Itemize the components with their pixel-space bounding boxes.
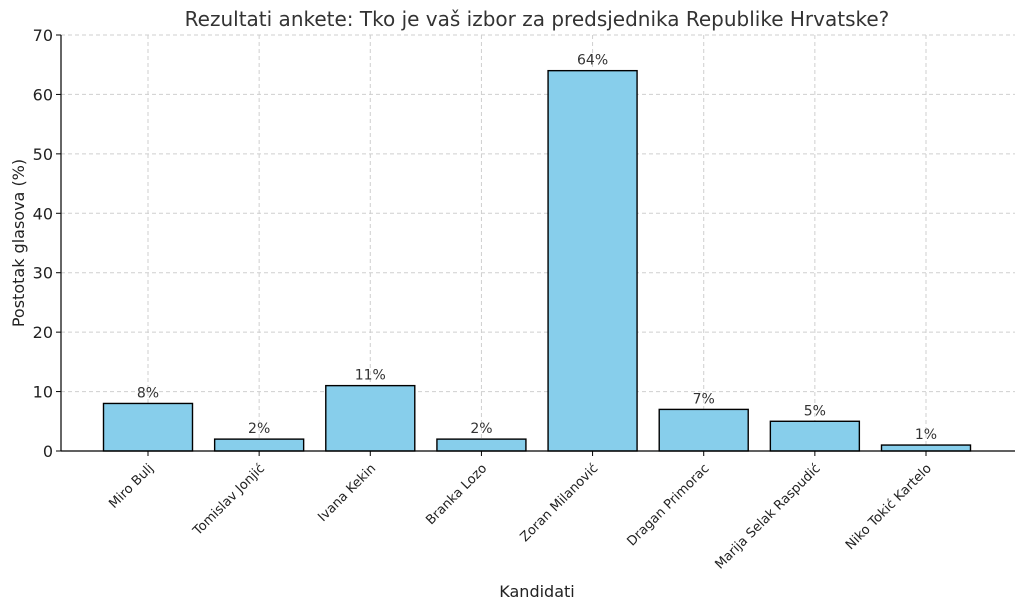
bar-data-label: 11% — [355, 368, 386, 384]
bar — [547, 69, 638, 452]
bar-data-label: 2% — [470, 421, 492, 437]
x-category-label: Branka Lozo — [423, 461, 490, 528]
bar-data-label: 64% — [577, 53, 608, 69]
y-tick-label: 50 — [33, 145, 53, 164]
x-category-label: Dragan Primorac — [624, 461, 712, 549]
y-tick-label: 0 — [43, 442, 53, 461]
bar-data-label: 8% — [137, 385, 159, 401]
y-tick-label: 40 — [33, 204, 53, 223]
x-category-label: Miro Bulj — [106, 461, 156, 511]
bar-data-label: 5% — [804, 403, 826, 419]
bar-data-label: 7% — [693, 391, 715, 407]
x-axis-title: Kandidati — [499, 582, 574, 601]
bars-layer — [102, 69, 972, 452]
x-category-label: Tomislav Jonjić — [190, 461, 268, 539]
bar — [436, 438, 527, 452]
x-category-label: Zoran Milanović — [518, 461, 602, 545]
ticks-layer: 0 10 20 30 40 50 60 70 — [33, 26, 927, 461]
y-axis-title: Postotak glasova (%) — [9, 159, 28, 327]
labels-layer: 8% Miro Bulj 2% Tomislav Jonjić 11% Ivana Kek… — [106, 53, 937, 573]
bar — [880, 444, 972, 452]
bar-data-label: 2% — [248, 421, 270, 437]
grid-layer — [61, 34, 1015, 451]
bar — [769, 420, 861, 452]
bar — [213, 438, 305, 452]
y-tick-label: 20 — [33, 323, 53, 342]
x-category-label: Marija Selak Raspudić — [712, 461, 823, 572]
bar — [658, 408, 749, 452]
x-category-label: Ivana Kekin — [315, 461, 379, 525]
bar-data-label: 1% — [915, 427, 937, 443]
x-category-label: Niko Tokić Kartelo — [843, 461, 935, 553]
y-tick-label: 30 — [33, 264, 53, 283]
bar — [325, 384, 416, 452]
y-tick-label: 10 — [33, 383, 53, 402]
chart-title: Rezultati ankete: Tko je vaš izbor za pr… — [185, 7, 890, 31]
axes-layer — [60, 35, 1015, 452]
y-tick-label: 70 — [33, 26, 53, 45]
bar — [102, 402, 194, 452]
y-tick-label: 60 — [33, 85, 53, 104]
